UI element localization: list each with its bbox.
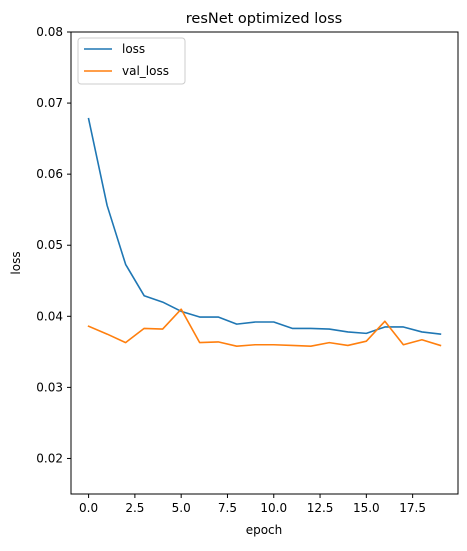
x-tick-label: 12.5 [307, 501, 334, 515]
y-tick-label: 0.07 [36, 96, 63, 110]
y-tick-label: 0.04 [36, 309, 63, 323]
x-tick-label: 5.0 [172, 501, 191, 515]
x-tick-label: 10.0 [260, 501, 287, 515]
y-tick-label: 0.06 [36, 167, 63, 181]
y-tick-label: 0.05 [36, 238, 63, 252]
legend-label-val_loss: val_loss [122, 64, 169, 78]
x-tick-label: 2.5 [125, 501, 144, 515]
x-axis-ticks: 0.0 2.5 5.0 7.5 10.0 12.5 15.0 17.5 [79, 494, 426, 515]
x-tick-label: 0.0 [79, 501, 98, 515]
x-axis-label: epoch [246, 523, 283, 537]
y-tick-label: 0.08 [36, 25, 63, 39]
plot-area [87, 117, 442, 347]
y-axis-ticks: 0.02 0.03 0.04 0.05 0.06 0.07 0.08 [36, 25, 71, 465]
y-tick-label: 0.03 [36, 380, 63, 394]
legend-label-loss: loss [122, 42, 145, 56]
plot-frame [70, 31, 459, 495]
chart-title: resNet optimized loss [186, 11, 342, 27]
series-line-val_loss [87, 308, 442, 347]
x-tick-label: 17.5 [399, 501, 426, 515]
x-tick-label: 15.0 [353, 501, 380, 515]
x-tick-label: 7.5 [218, 501, 237, 515]
y-tick-label: 0.02 [36, 451, 63, 465]
series-line-loss [87, 117, 442, 335]
y-axis-label: loss [9, 251, 23, 274]
legend: loss val_loss [77, 37, 186, 85]
